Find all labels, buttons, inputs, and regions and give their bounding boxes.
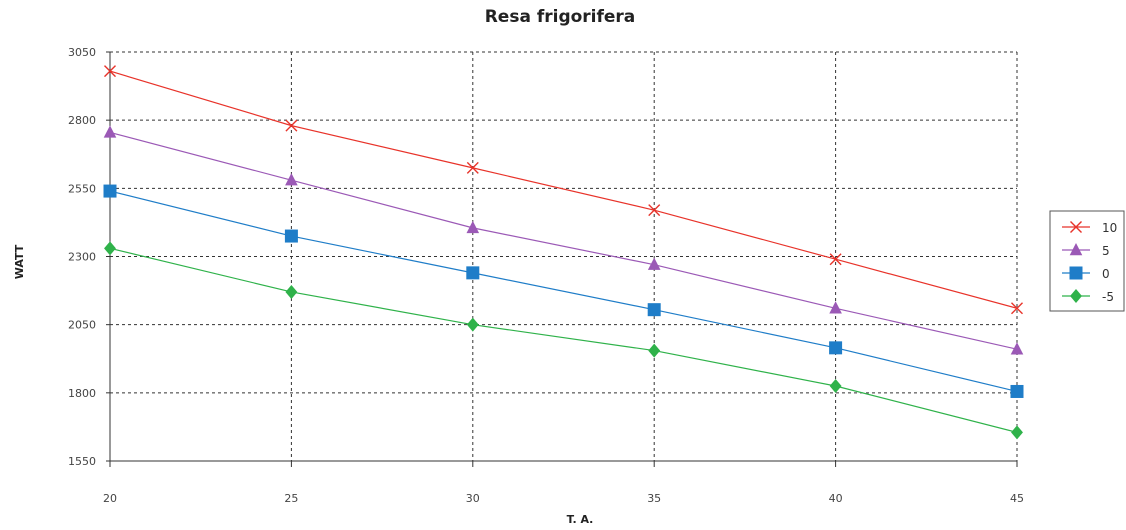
legend-marker xyxy=(1070,221,1082,233)
data-point xyxy=(104,241,116,256)
series-0 xyxy=(103,184,1024,398)
legend-item: 5 xyxy=(1062,243,1110,258)
legend: 10 5 0 -5 xyxy=(1049,210,1125,312)
legend-label: 10 xyxy=(1102,221,1117,235)
data-point xyxy=(1011,302,1023,315)
legend-item: -5 xyxy=(1062,289,1114,304)
series-line xyxy=(109,247,1018,433)
series--5 xyxy=(104,241,1023,440)
y-axis-label: WATT xyxy=(13,244,26,279)
tick-labels: 1550 1800 2050 2300 2550 2800 3050 20 25 30 35 40 45 xyxy=(68,46,1024,505)
data-point xyxy=(829,379,842,394)
legend-box xyxy=(1049,210,1125,312)
data-point xyxy=(466,161,479,174)
x-tick-label: 45 xyxy=(1010,492,1024,505)
data-point xyxy=(648,204,661,217)
data-point xyxy=(285,284,298,299)
legend-item: 10 xyxy=(1062,221,1117,235)
y-tick-label: 1800 xyxy=(68,387,96,400)
series-line xyxy=(109,131,1018,350)
data-point xyxy=(103,125,117,138)
data-point xyxy=(829,341,843,355)
data-point xyxy=(829,253,842,266)
data-point xyxy=(647,257,661,270)
data-point xyxy=(466,220,480,234)
data-point xyxy=(285,119,298,132)
y-tick-label: 1550 xyxy=(68,455,96,468)
series-layer xyxy=(103,65,1024,440)
legend-marker xyxy=(1069,243,1083,256)
legend-label: 0 xyxy=(1102,267,1110,281)
series-line xyxy=(109,190,1018,393)
series-5 xyxy=(103,125,1024,355)
legend-label: -5 xyxy=(1102,290,1114,304)
data-point xyxy=(829,301,842,314)
data-point xyxy=(103,184,117,198)
data-point xyxy=(1011,425,1023,440)
data-point xyxy=(648,343,661,358)
series-line xyxy=(109,70,1018,309)
x-axis-label: T. A. xyxy=(567,513,594,526)
data-point xyxy=(284,229,298,243)
x-tick-label: 30 xyxy=(466,492,480,505)
legend-marker xyxy=(1069,266,1083,280)
x-tick-label: 35 xyxy=(647,492,661,505)
legend-marker xyxy=(1070,289,1082,303)
axes xyxy=(106,51,1018,467)
data-point xyxy=(1010,342,1024,355)
y-tick-label: 3050 xyxy=(68,46,96,59)
data-point xyxy=(466,266,480,280)
y-tick-label: 2050 xyxy=(68,319,96,332)
y-tick-label: 2550 xyxy=(68,182,96,195)
legend-label: 5 xyxy=(1102,244,1110,258)
x-tick-label: 20 xyxy=(103,492,117,505)
chart-title: Resa frigorifera xyxy=(485,7,636,27)
data-point xyxy=(647,303,661,317)
data-point xyxy=(466,317,479,332)
x-tick-label: 25 xyxy=(284,492,298,505)
y-tick-label: 2300 xyxy=(68,251,96,264)
x-tick-label: 40 xyxy=(829,492,843,505)
legend-item: 0 xyxy=(1062,266,1110,281)
y-tick-label: 2800 xyxy=(68,114,96,127)
data-point xyxy=(104,65,116,78)
grid xyxy=(110,51,1018,461)
data-point xyxy=(1010,384,1024,398)
series-10 xyxy=(104,65,1023,315)
data-point xyxy=(285,173,298,186)
